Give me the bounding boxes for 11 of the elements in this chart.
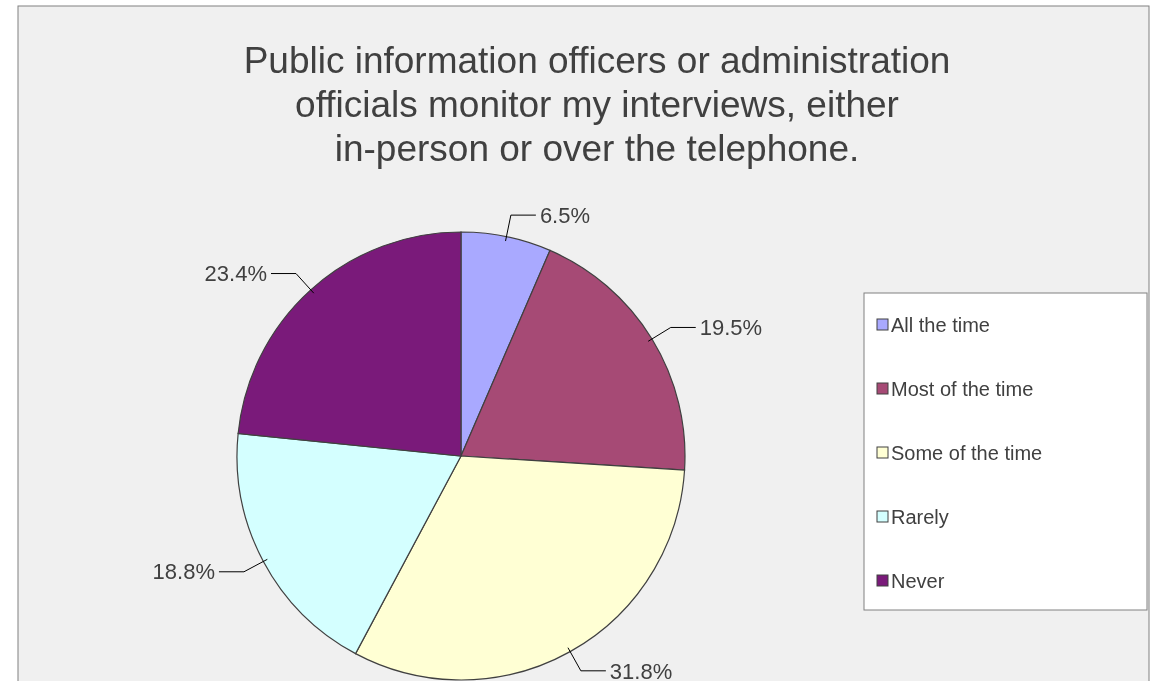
legend-label: Rarely (891, 506, 949, 528)
legend-label: All the time (891, 314, 990, 336)
legend-label: Most of the time (891, 378, 1034, 400)
data-label: 23.4% (204, 261, 268, 287)
chart-title: Public information officers or administration officials monitor my interviews, either in-person or over the telephone. (243, 40, 951, 169)
legend-label: Never (891, 570, 945, 592)
data-label: 19.5% (699, 315, 763, 341)
data-label: 31.8% (609, 658, 673, 681)
data-label: 6.5% (539, 202, 591, 228)
legend-label: Some of the time (891, 442, 1043, 464)
data-label: 18.8% (152, 559, 215, 585)
